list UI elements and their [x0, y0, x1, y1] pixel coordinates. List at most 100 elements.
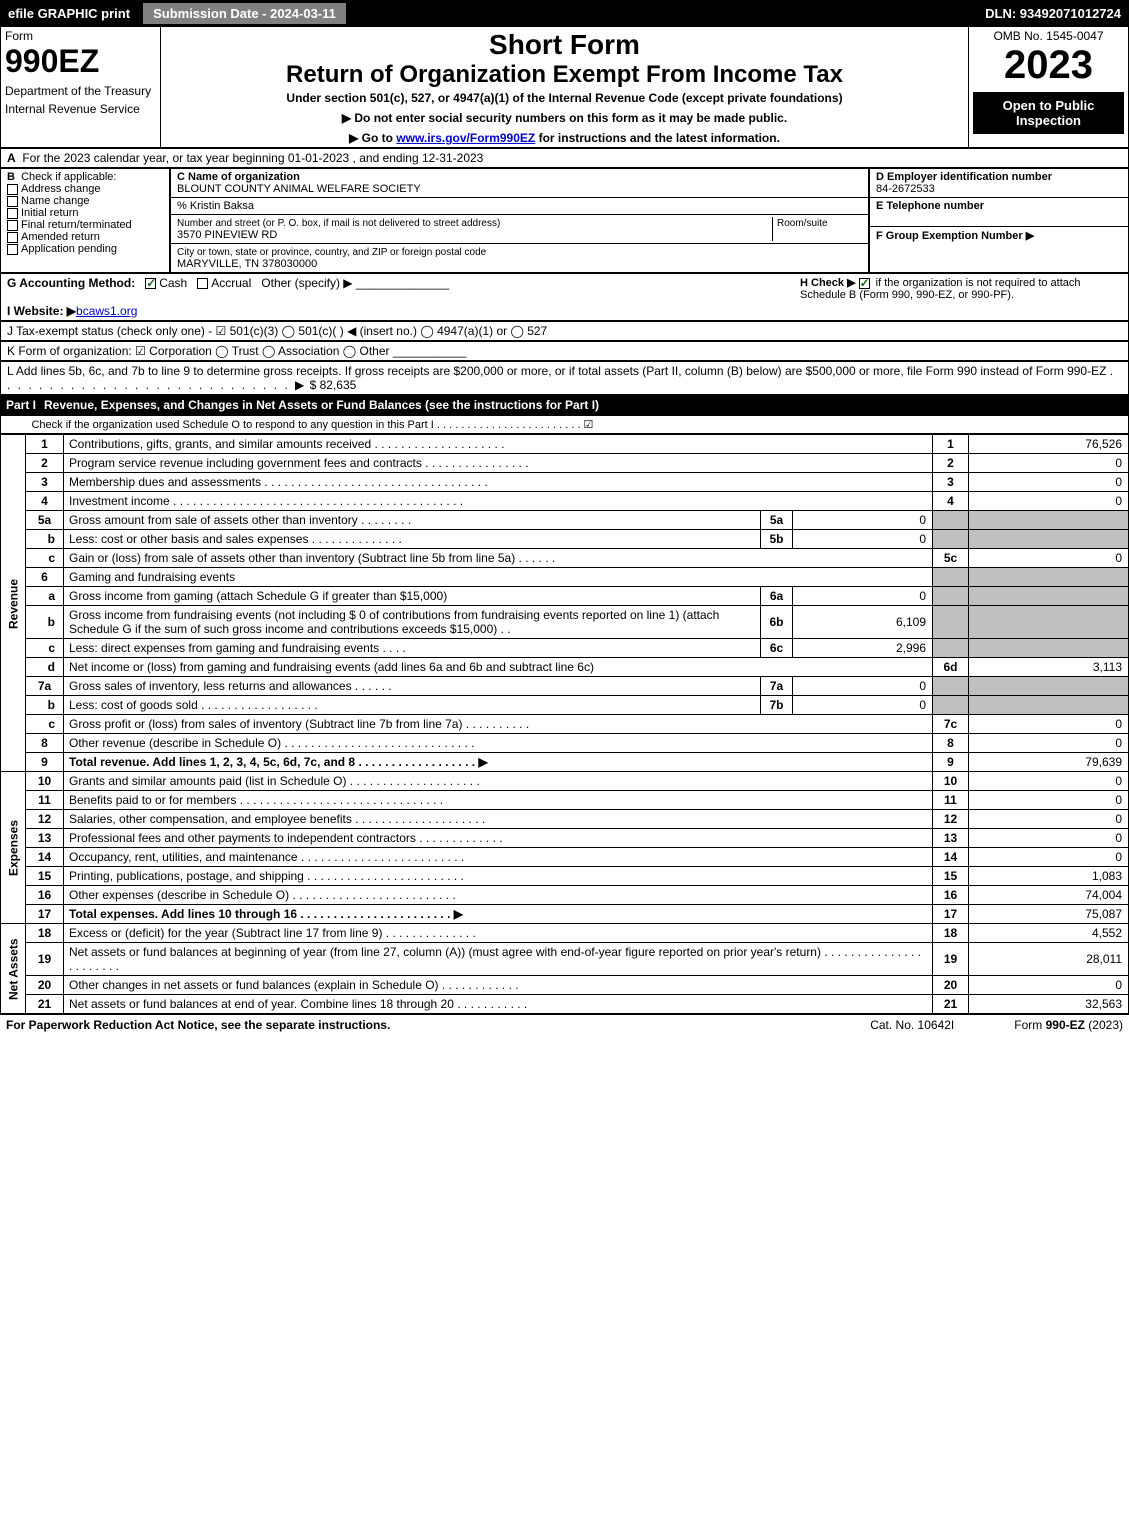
checkbox-initial-return[interactable] — [7, 208, 18, 219]
line-12: 12 Salaries, other compensation, and emp… — [1, 810, 1129, 829]
goto-note: ▶ Go to www.irs.gov/Form990EZ for instru… — [165, 131, 964, 145]
checkbox-accrual[interactable] — [197, 278, 208, 289]
line-3: 3 Membership dues and assessments . . . … — [1, 473, 1129, 492]
form-header: Form 990EZ Department of the Treasury In… — [0, 26, 1129, 148]
g-label: G Accounting Method: — [7, 276, 135, 290]
line-7c: c Gross profit or (loss) from sales of i… — [1, 715, 1129, 734]
section-j: J Tax-exempt status (check only one) - ☑… — [0, 321, 1129, 341]
under-section: Under section 501(c), 527, or 4947(a)(1)… — [165, 91, 964, 105]
city-state-zip: MARYVILLE, TN 378030000 — [177, 258, 317, 270]
checkbox-address-change[interactable] — [7, 184, 18, 195]
ssn-note: ▶ Do not enter social security numbers o… — [165, 111, 964, 125]
line-19: 19 Net assets or fund balances at beginn… — [1, 943, 1129, 976]
b-item-5: Application pending — [21, 243, 117, 255]
line-7a: 7a Gross sales of inventory, less return… — [1, 677, 1129, 696]
street-address: 3570 PINEVIEW RD — [177, 229, 277, 241]
b-item-2: Initial return — [21, 207, 78, 219]
line-6d: d Net income or (loss) from gaming and f… — [1, 658, 1129, 677]
l-text: L Add lines 5b, 6c, and 7b to line 9 to … — [7, 364, 1106, 378]
line-9: 9 Total revenue. Add lines 1, 2, 3, 4, 5… — [1, 753, 1129, 772]
line-21: 21 Net assets or fund balances at end of… — [1, 995, 1129, 1014]
line-18: Net Assets 18 Excess or (deficit) for th… — [1, 924, 1129, 943]
line-5a: 5a Gross amount from sale of assets othe… — [1, 511, 1129, 530]
b-item-4: Amended return — [21, 231, 100, 243]
section-k: K Form of organization: ☑ Corporation ◯ … — [0, 341, 1129, 361]
city-label: City or town, state or province, country… — [177, 247, 486, 258]
section-bcdef: B Check if applicable: Address change Na… — [0, 168, 1129, 273]
org-name: BLOUNT COUNTY ANIMAL WELFARE SOCIETY — [177, 183, 421, 195]
form-number: 990EZ — [5, 43, 156, 80]
line-8: 8 Other revenue (describe in Schedule O)… — [1, 734, 1129, 753]
irs-link[interactable]: www.irs.gov/Form990EZ — [396, 131, 535, 145]
return-title: Return of Organization Exempt From Incom… — [165, 61, 964, 89]
part-i-title: Revenue, Expenses, and Changes in Net As… — [44, 398, 599, 412]
efile-label: efile GRAPHIC print — [0, 4, 138, 23]
checkbox-name-change[interactable] — [7, 196, 18, 207]
line-15: 15 Printing, publications, postage, and … — [1, 867, 1129, 886]
checkbox-h[interactable] — [859, 278, 870, 289]
line-5b: b Less: cost or other basis and sales ex… — [1, 530, 1129, 549]
line-7b: b Less: cost of goods sold . . . . . . .… — [1, 696, 1129, 715]
checkbox-amended-return[interactable] — [7, 232, 18, 243]
open-public: Open to Public Inspection — [973, 92, 1124, 134]
line-6b: b Gross income from fundraising events (… — [1, 606, 1129, 639]
line-17: 17 Total expenses. Add lines 10 through … — [1, 905, 1129, 924]
footer-left: For Paperwork Reduction Act Notice, see … — [6, 1018, 870, 1032]
expenses-vertical-label: Expenses — [1, 772, 26, 924]
room-label: Room/suite — [777, 218, 828, 229]
line-6a: a Gross income from gaming (attach Sched… — [1, 587, 1129, 606]
b-item-0: Address change — [21, 183, 101, 195]
top-bar: efile GRAPHIC print Submission Date - 20… — [0, 0, 1129, 26]
line-10: Expenses 10 Grants and similar amounts p… — [1, 772, 1129, 791]
checkbox-cash[interactable] — [145, 278, 156, 289]
section-l: L Add lines 5b, 6c, and 7b to line 9 to … — [0, 361, 1129, 395]
dln: DLN: 93492071012724 — [985, 6, 1129, 21]
part-i-sub: Check if the organization used Schedule … — [0, 415, 1129, 434]
submission-date: Submission Date - 2024-03-11 — [142, 2, 347, 25]
form-word: Form — [5, 29, 156, 43]
line-11: 11 Benefits paid to or for members . . .… — [1, 791, 1129, 810]
checkbox-final-return[interactable] — [7, 220, 18, 231]
footer-mid: Cat. No. 10642I — [870, 1018, 1014, 1032]
omb-number: OMB No. 1545-0047 — [973, 29, 1124, 43]
g-cash: Cash — [159, 276, 187, 290]
b-item-1: Name change — [21, 195, 90, 207]
footer: For Paperwork Reduction Act Notice, see … — [0, 1014, 1129, 1035]
lines-table: Revenue 1 Contributions, gifts, grants, … — [0, 434, 1129, 1014]
website-link[interactable]: bcaws1.org — [76, 304, 137, 318]
line-2: 2 Program service revenue including gove… — [1, 454, 1129, 473]
b-item-3: Final return/terminated — [21, 219, 132, 231]
ein: 84-2672533 — [876, 183, 935, 195]
k-text: K Form of organization: ☑ Corporation ◯ … — [7, 344, 390, 358]
period-text: For the 2023 calendar year, or tax year … — [22, 151, 483, 165]
part-i-header: Part I Revenue, Expenses, and Changes in… — [0, 395, 1129, 415]
addr-label: Number and street (or P. O. box, if mail… — [177, 218, 500, 229]
part-i-sub-text: Check if the organization used Schedule … — [31, 419, 593, 431]
d-label: D Employer identification number — [876, 171, 1052, 183]
c-name-label: C Name of organization — [177, 171, 300, 183]
line-16: 16 Other expenses (describe in Schedule … — [1, 886, 1129, 905]
section-c: C Name of organization BLOUNT COUNTY ANI… — [170, 168, 869, 273]
line-6: 6 Gaming and fundraising events — [1, 568, 1129, 587]
line-14: 14 Occupancy, rent, utilities, and maint… — [1, 848, 1129, 867]
footer-right: Form 990-EZ (2023) — [1014, 1018, 1123, 1032]
line-4: 4 Investment income . . . . . . . . . . … — [1, 492, 1129, 511]
checkbox-application-pending[interactable] — [7, 244, 18, 255]
g-other: Other (specify) ▶ — [261, 276, 352, 290]
b-label: Check if applicable: — [21, 171, 116, 183]
g-accrual: Accrual — [211, 276, 251, 290]
line-6c: c Less: direct expenses from gaming and … — [1, 639, 1129, 658]
l-amount: $ 82,635 — [310, 378, 357, 392]
line-1: Revenue 1 Contributions, gifts, grants, … — [1, 435, 1129, 454]
revenue-vertical-label: Revenue — [1, 435, 26, 772]
j-text: J Tax-exempt status (check only one) - ☑… — [7, 324, 547, 338]
irs-label: Internal Revenue Service — [5, 102, 156, 116]
f-label: F Group Exemption Number ▶ — [876, 230, 1034, 242]
tax-year: 2023 — [973, 43, 1124, 88]
e-label: E Telephone number — [876, 200, 984, 212]
dept-treasury: Department of the Treasury — [5, 84, 156, 98]
pct-name: % Kristin Baksa — [177, 200, 254, 212]
section-gh: G Accounting Method: Cash Accrual Other … — [0, 273, 1129, 321]
section-b: B Check if applicable: Address change Na… — [0, 168, 170, 273]
short-form-title: Short Form — [165, 29, 964, 61]
